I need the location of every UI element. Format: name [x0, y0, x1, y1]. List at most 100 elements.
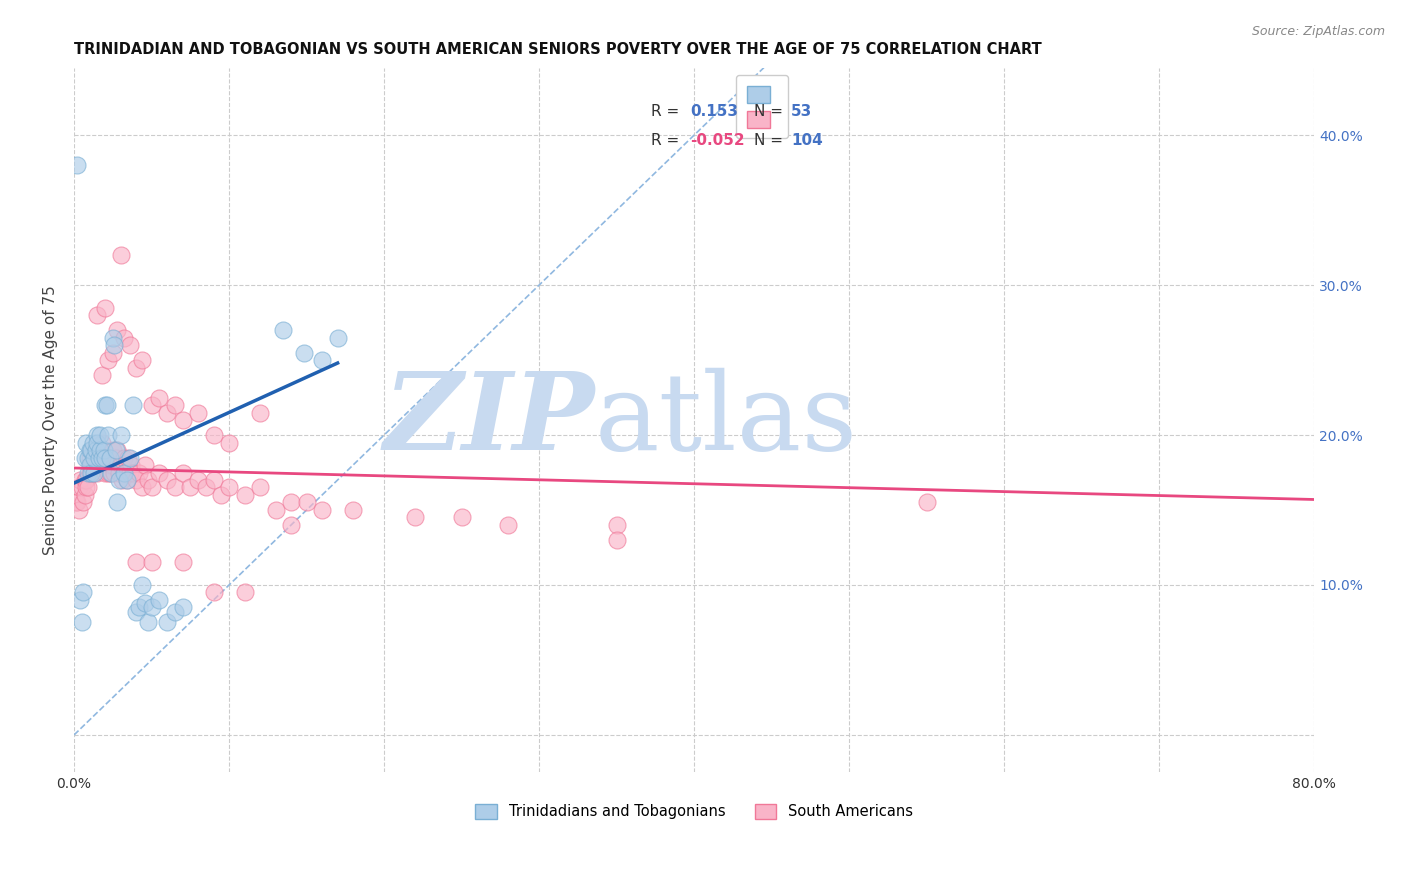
Point	[86, 435, 108, 450]
Point	[118, 338, 141, 352]
Point	[80, 458, 103, 472]
Point	[450, 510, 472, 524]
Point	[67, 481, 90, 495]
Point	[80, 466, 103, 480]
Point	[125, 473, 148, 487]
Point	[97, 466, 120, 480]
Point	[94, 301, 117, 315]
Point	[141, 556, 163, 570]
Point	[89, 442, 111, 457]
Legend: Trinidadians and Tobagonians, South Americans: Trinidadians and Tobagonians, South Amer…	[470, 798, 920, 825]
Point	[77, 466, 100, 480]
Point	[73, 473, 96, 487]
Point	[163, 481, 186, 495]
Point	[67, 503, 90, 517]
Point	[496, 518, 519, 533]
Point	[156, 473, 179, 487]
Point	[172, 466, 194, 480]
Point	[122, 466, 145, 480]
Text: -0.052: -0.052	[690, 133, 745, 148]
Point	[73, 488, 96, 502]
Point	[141, 481, 163, 495]
Point	[606, 533, 628, 547]
Point	[69, 593, 91, 607]
Point	[202, 585, 225, 599]
Point	[118, 450, 141, 465]
Point	[84, 458, 107, 472]
Point	[134, 458, 156, 472]
Point	[209, 488, 232, 502]
Point	[107, 323, 129, 337]
Point	[86, 466, 108, 480]
Point	[292, 345, 315, 359]
Point	[141, 600, 163, 615]
Point	[89, 450, 111, 465]
Point	[91, 435, 114, 450]
Point	[93, 458, 115, 472]
Point	[233, 585, 256, 599]
Point	[97, 353, 120, 368]
Point	[148, 391, 170, 405]
Point	[87, 442, 110, 457]
Point	[218, 435, 240, 450]
Point	[89, 428, 111, 442]
Point	[172, 600, 194, 615]
Point	[342, 503, 364, 517]
Point	[103, 466, 125, 480]
Point	[194, 481, 217, 495]
Point	[110, 428, 132, 442]
Point	[125, 556, 148, 570]
Text: atlas: atlas	[595, 368, 858, 473]
Point	[202, 428, 225, 442]
Point	[115, 473, 138, 487]
Point	[110, 458, 132, 472]
Point	[112, 466, 135, 480]
Point	[72, 495, 94, 509]
Point	[66, 158, 89, 172]
Point	[115, 473, 138, 487]
Point	[311, 353, 333, 368]
Point	[101, 330, 124, 344]
Text: N =: N =	[754, 103, 787, 119]
Point	[131, 481, 153, 495]
Point	[128, 466, 150, 480]
Point	[156, 615, 179, 630]
Point	[179, 481, 201, 495]
Point	[80, 442, 103, 457]
Point	[128, 600, 150, 615]
Point	[79, 442, 101, 457]
Point	[110, 248, 132, 262]
Point	[66, 495, 89, 509]
Point	[148, 593, 170, 607]
Point	[79, 458, 101, 472]
Point	[131, 353, 153, 368]
Point	[120, 458, 142, 472]
Point	[249, 405, 271, 419]
Point	[86, 308, 108, 322]
Point	[84, 442, 107, 457]
Point	[295, 495, 318, 509]
Point	[131, 578, 153, 592]
Point	[108, 466, 131, 480]
Point	[100, 466, 122, 480]
Text: ZIP: ZIP	[384, 367, 595, 473]
Point	[72, 585, 94, 599]
Point	[111, 473, 134, 487]
Point	[98, 450, 121, 465]
Point	[69, 473, 91, 487]
Text: R =: R =	[651, 133, 683, 148]
Point	[218, 481, 240, 495]
Point	[82, 450, 104, 465]
Point	[83, 450, 105, 465]
Point	[100, 458, 122, 472]
Point	[187, 405, 209, 419]
Point	[96, 458, 118, 472]
Point	[202, 473, 225, 487]
Point	[93, 442, 115, 457]
Text: 104: 104	[790, 133, 823, 148]
Point	[86, 428, 108, 442]
Point	[107, 495, 129, 509]
Point	[112, 450, 135, 465]
Point	[79, 466, 101, 480]
Point	[83, 442, 105, 457]
